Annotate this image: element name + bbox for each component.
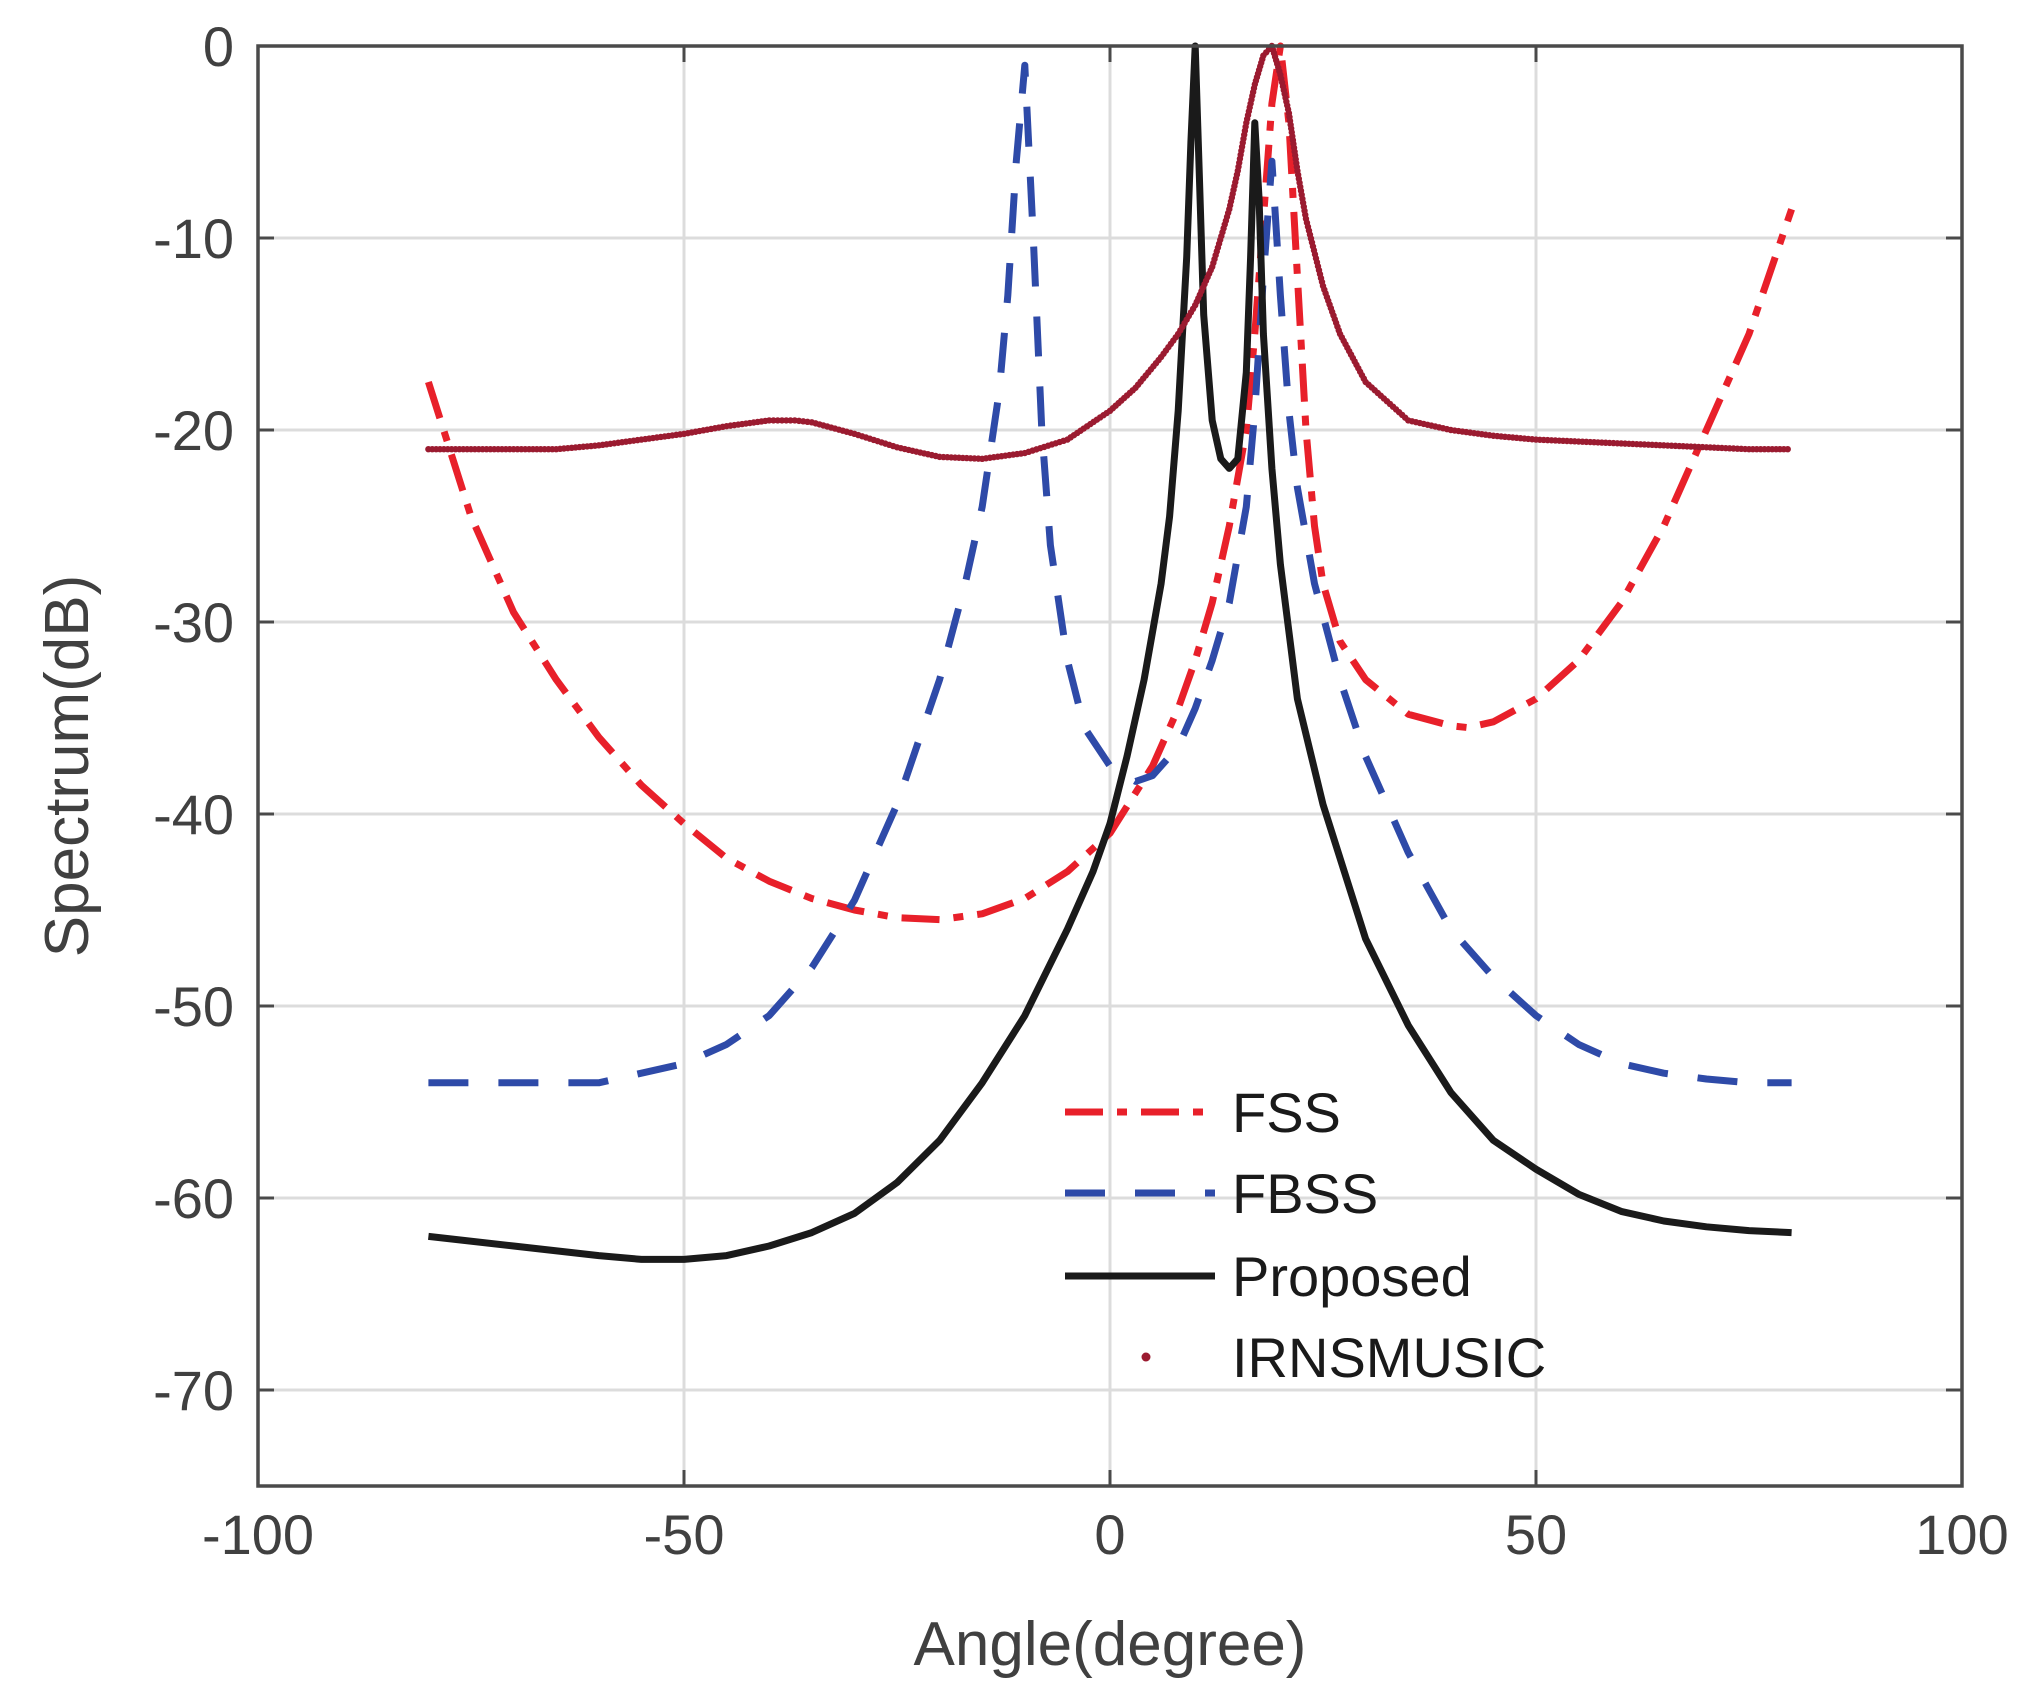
y-axis-title: Spectrum(dB) — [33, 575, 102, 957]
y-tick-label: -60 — [153, 1167, 234, 1230]
y-tick-label: 0 — [203, 15, 234, 78]
x-tick-label: 100 — [1915, 1503, 2008, 1566]
tick-labels: -100 -50 0 50 100 0 -10 -20 -30 -40 -50 -60 -70 — [153, 15, 2009, 1566]
y-tick-label: -50 — [153, 975, 234, 1038]
grid-lines — [258, 46, 1962, 1486]
legend-label-fbss: FBSS — [1232, 1162, 1378, 1225]
series-line-fbss — [428, 61, 1792, 1087]
series-layer — [425, 42, 1795, 1263]
series-irnsmusic — [425, 42, 1791, 462]
legend-label-proposed: Proposed — [1232, 1245, 1472, 1308]
x-tick-label: -100 — [202, 1503, 314, 1566]
y-tick-label: -20 — [153, 399, 234, 462]
x-tick-label: 50 — [1505, 1503, 1567, 1566]
legend-label-fss: FSS — [1232, 1081, 1341, 1144]
legend: FSS FBSS Proposed IRNSMUSIC — [1065, 1081, 1546, 1389]
axis-ticks — [256, 44, 1964, 1486]
series-point — [1784, 446, 1791, 453]
series-line-fss — [425, 42, 1795, 924]
y-tick-label: -40 — [153, 783, 234, 846]
y-tick-label: -10 — [153, 207, 234, 270]
y-tick-label: -70 — [153, 1359, 234, 1422]
y-tick-label: -30 — [153, 591, 234, 654]
x-tick-label: 0 — [1094, 1503, 1125, 1566]
x-axis-title: Angle(degree) — [914, 1610, 1307, 1679]
legend-swatch-irnsmusic — [1141, 1352, 1151, 1362]
series-line-proposed — [428, 42, 1792, 1263]
x-tick-label: -50 — [644, 1503, 725, 1566]
legend-label-irnsmusic: IRNSMUSIC — [1232, 1326, 1546, 1389]
